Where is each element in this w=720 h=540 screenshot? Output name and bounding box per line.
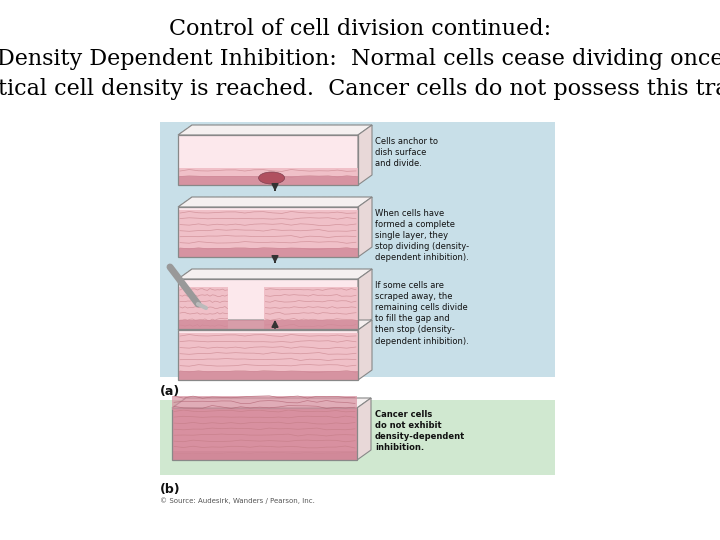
Ellipse shape	[258, 172, 284, 184]
Bar	[178, 207, 358, 257]
Polygon shape	[358, 197, 372, 257]
Bar	[178, 135, 358, 185]
Bar	[178, 333, 358, 380]
Polygon shape	[358, 320, 372, 380]
Bar	[172, 408, 357, 460]
Polygon shape	[178, 320, 372, 330]
Text: critical cell density is reached.  Cancer cells do not possess this trait.: critical cell density is reached. Cancer…	[0, 78, 720, 100]
Bar	[178, 279, 358, 329]
Bar	[178, 135, 358, 185]
Text: (a): (a)	[160, 385, 180, 398]
Bar	[160, 400, 555, 475]
Bar	[172, 408, 357, 460]
Bar	[172, 408, 357, 460]
Bar	[264, 287, 358, 329]
Bar	[178, 167, 358, 185]
Bar	[172, 396, 357, 410]
Text: Cancer cells
do not exhibit
density-dependent
inhibition.: Cancer cells do not exhibit density-depe…	[375, 410, 465, 453]
Polygon shape	[178, 269, 372, 279]
Polygon shape	[358, 125, 372, 185]
Bar	[178, 330, 358, 380]
Polygon shape	[178, 197, 372, 207]
Text: Cells anchor to
dish surface
and divide.: Cells anchor to dish surface and divide.	[375, 137, 438, 168]
Bar	[178, 210, 358, 257]
Bar	[178, 207, 358, 257]
Text: (b): (b)	[160, 483, 181, 496]
Bar	[178, 287, 228, 329]
Text: If some cells are
scraped away, the
remaining cells divide
to fill the gap and
t: If some cells are scraped away, the rema…	[375, 281, 469, 346]
Polygon shape	[357, 398, 371, 460]
Bar	[178, 176, 358, 185]
Text: Density Dependent Inhibition:  Normal cells cease dividing once: Density Dependent Inhibition: Normal cel…	[0, 48, 720, 70]
Polygon shape	[178, 125, 372, 135]
Bar	[160, 122, 555, 377]
Polygon shape	[172, 398, 371, 408]
Bar	[172, 451, 357, 460]
Text: © Source: Audesirk, Wanders / Pearson, Inc.: © Source: Audesirk, Wanders / Pearson, I…	[160, 497, 315, 504]
Bar	[178, 279, 358, 329]
Bar	[178, 330, 358, 380]
Polygon shape	[358, 269, 372, 329]
Text: Control of cell division continued:: Control of cell division continued:	[169, 18, 551, 40]
Text: When cells have
formed a complete
single layer, they
stop dividing (density-
dep: When cells have formed a complete single…	[375, 209, 469, 262]
Bar	[178, 371, 358, 380]
Bar	[178, 248, 358, 257]
Bar	[178, 320, 358, 329]
